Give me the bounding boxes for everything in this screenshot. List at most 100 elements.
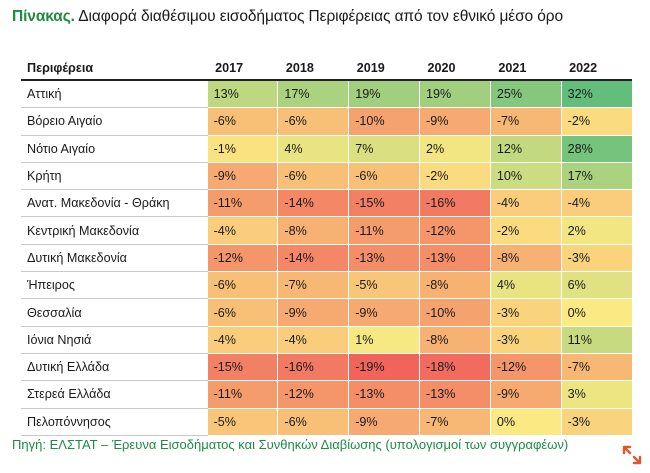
heatmap-cell: -7% (277, 271, 349, 300)
region-name: Δυτική Ελλάδα (21, 353, 208, 382)
heatmap-cell: 2% (419, 135, 491, 163)
heatmap-cell: -3% (560, 244, 632, 273)
heatmap-cell: -10% (348, 107, 420, 136)
heatmap-cell: -7% (560, 353, 632, 382)
heatmap-cell: 19% (348, 80, 420, 109)
region-name: Πελοπόννησος (21, 408, 208, 436)
heatmap-cell: -2% (489, 216, 562, 245)
heatmap-cell: -18% (419, 353, 491, 382)
heatmap-cell: 6% (560, 271, 632, 300)
heatmap-cell: 2% (560, 216, 632, 245)
table-row: Πελοπόννησος -5% -6% -9% -7% 0% -3% (21, 408, 632, 436)
source-text: ΕΛΣΤΑΤ – Έρευνα Εισοδήματος και Συνθηκών… (49, 437, 569, 452)
heatmap-cell: -12% (277, 380, 349, 409)
heatmap-cell: -14% (277, 189, 349, 218)
region-name: Στερεά Ελλάδα (21, 380, 208, 409)
region-name: Ανατ. Μακεδονία - Θράκη (21, 189, 208, 218)
heatmap-table: Περιφέρεια 2017 2018 2019 2020 2021 2022 Αττι… (21, 56, 632, 436)
heatmap-cell: -3% (560, 408, 632, 436)
heatmap-cell: -4% (206, 326, 278, 354)
heatmap-cell: -4% (489, 189, 562, 218)
region-name: Ήπειρος (21, 271, 208, 300)
heatmap-cell: -7% (419, 408, 491, 436)
heatmap-cell: 4% (277, 135, 349, 163)
region-name: Δυτική Μακεδονία (21, 244, 208, 273)
heatmap-cell: -6% (277, 107, 349, 136)
heatmap-cell: -8% (419, 271, 491, 300)
region-name: Βόρειο Αιγαίο (21, 107, 208, 136)
heatmap-cell: -5% (206, 408, 278, 436)
table-row: Ήπειρος -6% -7% -5% -8% 4% 6% (21, 271, 632, 300)
heatmap-cell: 3% (560, 380, 632, 409)
table-row: Ιόνια Νησιά -4% -4% 1% -8% -3% 11% (21, 326, 632, 354)
heatmap-cell: 11% (560, 326, 632, 354)
table-row: Στερεά Ελλάδα -11% -12% -13% -13% -9% 3% (21, 380, 632, 409)
heatmap-cell: -2% (560, 107, 632, 136)
heatmap-cell: -5% (348, 271, 420, 300)
heatmap-cell: 13% (206, 80, 278, 109)
heatmap-cell: -12% (206, 244, 278, 273)
heatmap-cell: -6% (206, 107, 278, 136)
year-header-2021: 2021 (490, 56, 562, 81)
region-column-header: Περιφέρεια (21, 56, 208, 81)
table-row: Κρήτη -9% -6% -6% -2% 10% 17% (21, 162, 632, 191)
heatmap-cell: 28% (560, 135, 632, 163)
heatmap-cell: -3% (489, 326, 562, 354)
heatmap-cell: -15% (206, 353, 278, 382)
heatmap-cell: -9% (348, 408, 420, 436)
heatmap-cell: 7% (348, 135, 420, 163)
heatmap-cell: -11% (206, 380, 278, 409)
table-row: Θεσσαλία -6% -9% -9% -10% -3% 0% (21, 298, 632, 327)
title-prefix: Πίνακας. (12, 8, 75, 25)
heatmap-cell: 19% (419, 80, 491, 109)
heatmap-cell: -2% (419, 162, 491, 191)
heatmap-cell: -13% (348, 380, 420, 409)
heatmap-cell: 25% (489, 80, 562, 109)
region-name: Κρήτη (21, 162, 208, 191)
heatmap-cell: -19% (348, 353, 420, 382)
heatmap-cell: 1% (348, 326, 420, 354)
region-name: Νότιο Αιγαίο (21, 135, 208, 163)
heatmap-cell: -12% (489, 353, 562, 382)
source-note: Πηγή: ΕΛΣΤΑΤ – Έρευνα Εισοδήματος και Συ… (12, 437, 568, 452)
region-name: Ιόνια Νησιά (21, 326, 208, 354)
table-row: Κεντρική Μακεδονία -4% -8% -11% -12% -2% 2% (21, 216, 632, 245)
heatmap-cell: -16% (419, 189, 491, 218)
heatmap-cell: 17% (277, 80, 349, 109)
title-text: Διαφορά διαθέσιμου εισοδήματος Περιφέρει… (78, 8, 564, 25)
region-name: Θεσσαλία (21, 298, 208, 327)
heatmap-cell: -14% (277, 244, 349, 273)
heatmap-cell: 10% (489, 162, 562, 191)
heatmap-cell: -6% (206, 298, 278, 327)
heatmap-cell: -8% (419, 326, 491, 354)
region-name: Κεντρική Μακεδονία (21, 216, 208, 245)
heatmap-cell: -8% (489, 244, 562, 273)
heatmap-cell: -4% (560, 189, 632, 218)
heatmap-cell: -1% (206, 135, 278, 163)
year-header-2020: 2020 (419, 56, 491, 81)
table-row: Ανατ. Μακεδονία - Θράκη -11% -14% -15% -16% -… (21, 189, 632, 218)
heatmap-cell: 4% (489, 271, 562, 300)
heatmap-cell: -12% (419, 216, 491, 245)
heatmap-cell: -15% (348, 189, 420, 218)
expand-icon[interactable] (620, 443, 644, 467)
table-header-row: Περιφέρεια 2017 2018 2019 2020 2021 2022 (21, 56, 632, 81)
table-row: Αττική 13% 17% 19% 19% 25% 32% (21, 80, 632, 109)
heatmap-cell: -6% (348, 162, 420, 191)
year-header-2019: 2019 (348, 56, 420, 81)
table-row: Δυτική Ελλάδα -15% -16% -19% -18% -12% -7% (21, 353, 632, 382)
heatmap-cell: -4% (206, 216, 278, 245)
heatmap-cell: -6% (206, 271, 278, 300)
heatmap-cell: -7% (489, 107, 562, 136)
table-row: Δυτική Μακεδονία -12% -14% -13% -13% -8% -3% (21, 244, 632, 273)
heatmap-cell: -9% (489, 380, 562, 409)
heatmap-cell: 17% (560, 162, 632, 191)
heatmap-cell: -11% (348, 216, 420, 245)
heatmap-cell: -3% (489, 298, 562, 327)
heatmap-cell: -13% (348, 244, 420, 273)
heatmap-cell: -8% (277, 216, 349, 245)
year-header-2018: 2018 (277, 56, 349, 81)
heatmap-cell: 12% (489, 135, 562, 163)
heatmap-cell: -6% (277, 162, 349, 191)
region-name: Αττική (21, 80, 208, 109)
